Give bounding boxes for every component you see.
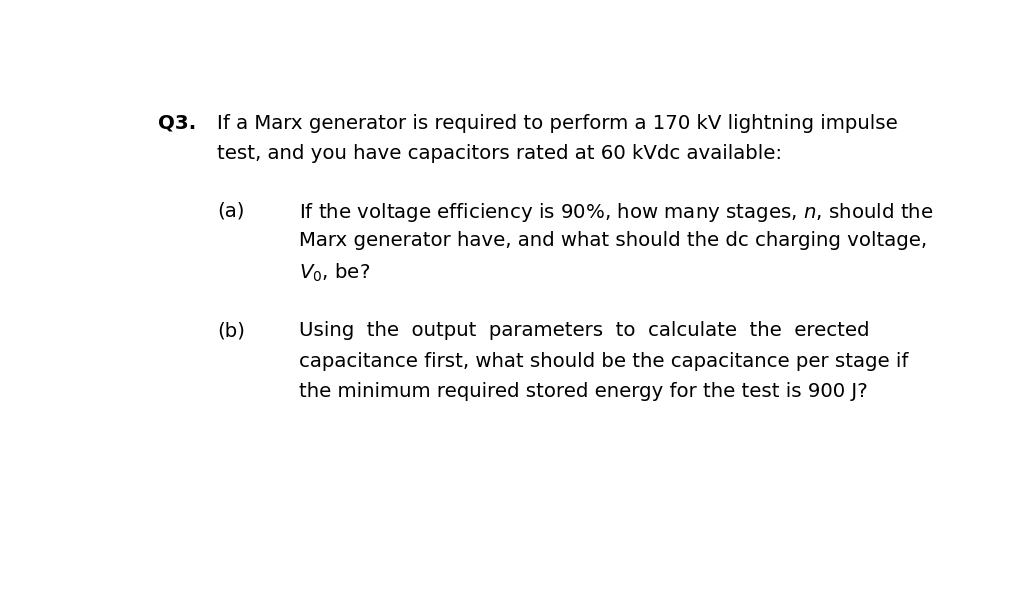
Text: If the voltage efficiency is 90%, how many stages, $n$, should the: If the voltage efficiency is 90%, how ma… (299, 202, 933, 224)
Text: (b): (b) (217, 322, 245, 340)
Text: Q3.: Q3. (158, 113, 197, 133)
Text: the minimum required stored energy for the test is 900 J?: the minimum required stored energy for t… (299, 382, 867, 401)
Text: (a): (a) (217, 202, 245, 220)
Text: Marx generator have, and what should the dc charging voltage,: Marx generator have, and what should the… (299, 232, 927, 250)
Text: Using  the  output  parameters  to  calculate  the  erected: Using the output parameters to calculate… (299, 322, 869, 340)
Text: If a Marx generator is required to perform a 170 kV lightning impulse: If a Marx generator is required to perfo… (217, 113, 898, 133)
Text: $V_0$, be?: $V_0$, be? (299, 262, 370, 284)
Text: capacitance first, what should be the capacitance per stage if: capacitance first, what should be the ca… (299, 352, 908, 371)
Text: test, and you have capacitors rated at 60 kVdc available:: test, and you have capacitors rated at 6… (217, 143, 782, 163)
